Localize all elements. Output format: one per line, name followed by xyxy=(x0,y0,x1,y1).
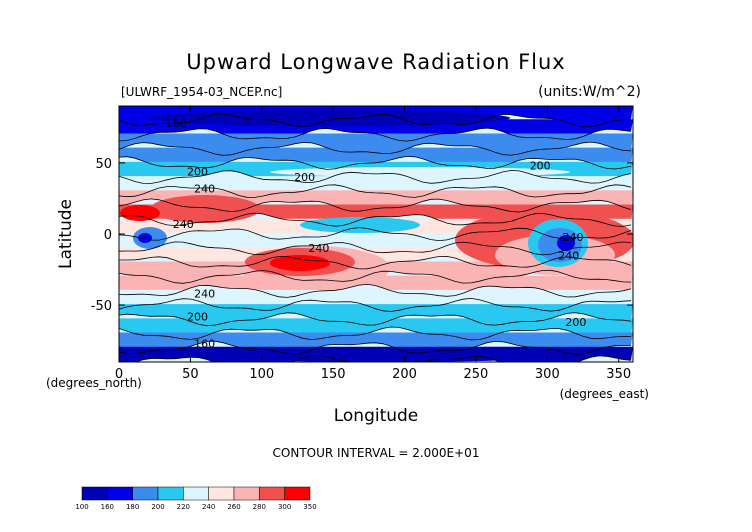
units-subtitle: (units:W/m^2) xyxy=(538,84,641,100)
contour-lines xyxy=(119,113,632,362)
colorbar-swatch xyxy=(284,486,311,501)
contour-line xyxy=(119,340,632,355)
contour-line xyxy=(119,155,632,170)
contour-labels: 160 200 240 240 200 240 240 200 160 200 240 240 200 xyxy=(166,117,587,350)
colorbar: 100 160 180 200 220 240 260 280 300 350 xyxy=(75,486,317,511)
contour-label: 200 xyxy=(565,316,586,329)
contour-label: 200 xyxy=(187,310,208,323)
x-axis-label: Longitude xyxy=(334,406,419,426)
x-axis-ticks: 0 50 100 150 200 250 300 350 xyxy=(115,106,631,382)
x-tick-label: 250 xyxy=(464,367,489,382)
y-tick-label: -50 xyxy=(91,299,112,314)
contour-label: 160 xyxy=(166,117,187,130)
contour-line xyxy=(119,184,632,198)
y-tick-label: 50 xyxy=(95,157,112,172)
blob-west-core xyxy=(138,233,152,243)
blob-pacific-cool xyxy=(300,217,420,233)
colorbar-swatch xyxy=(259,486,285,501)
colorbar-label: 240 xyxy=(202,503,215,511)
contour-line xyxy=(119,141,632,156)
blob-arctic-dark xyxy=(150,110,510,126)
contour-label: 240 xyxy=(558,249,579,262)
x-tick-label: 350 xyxy=(606,367,631,382)
contour-line xyxy=(119,297,632,312)
colorbar-label: 350 xyxy=(303,503,316,511)
contour-line xyxy=(119,113,632,128)
x-tick-label: 200 xyxy=(392,367,417,382)
contour-line xyxy=(119,269,632,284)
y-axis-ticks: -50 0 50 xyxy=(91,157,633,314)
lat-band xyxy=(119,275,633,298)
blob-layer xyxy=(120,110,633,362)
contour-label: 240 xyxy=(194,182,215,195)
blob-warmpool-hot xyxy=(270,255,330,271)
contour-label: 240 xyxy=(563,231,584,244)
contour-line xyxy=(119,212,632,227)
contour-line xyxy=(119,227,632,242)
contour-label: 200 xyxy=(294,171,315,184)
contour-line xyxy=(119,255,632,270)
file-subtitle: [ULWRF_1954-03_NCEP.nc] xyxy=(121,85,282,99)
contour-line xyxy=(119,283,632,298)
contour-line xyxy=(119,241,632,256)
contour-line xyxy=(119,312,632,327)
colorbar-label: 100 xyxy=(75,503,88,511)
y-unit-label: (degrees_north) xyxy=(46,376,142,390)
contour-label: 240 xyxy=(173,218,194,231)
contour-label: 240 xyxy=(308,242,329,255)
plot-area: 160 200 240 240 200 240 240 200 160 200 240 240 200 xyxy=(119,106,633,362)
lat-band xyxy=(119,332,633,355)
colorbar-label: 260 xyxy=(227,503,240,511)
colorbar-label: 300 xyxy=(278,503,291,511)
colorbar-swatch xyxy=(233,486,260,501)
colorbar-label: 220 xyxy=(177,503,190,511)
contour-line xyxy=(119,198,632,213)
contour-interval-note: CONTOUR INTERVAL = 2.000E+01 xyxy=(273,446,480,460)
contour-label: 200 xyxy=(530,160,551,173)
x-tick-label: 100 xyxy=(249,367,274,382)
colorbar-label: 200 xyxy=(151,503,164,511)
colorbar-swatch xyxy=(183,486,209,501)
chart-title: Upward Longwave Radiation Flux xyxy=(186,50,565,74)
contour-line xyxy=(134,355,632,362)
x-unit-label: (degrees_east) xyxy=(560,387,649,401)
contour-label: 160 xyxy=(194,338,215,351)
colorbar-swatch xyxy=(107,486,133,501)
x-tick-label: 300 xyxy=(535,367,560,382)
x-tick-label: 150 xyxy=(321,367,346,382)
x-tick-label: 50 xyxy=(182,367,199,382)
colorbar-swatch xyxy=(208,486,235,501)
contour-line xyxy=(119,170,632,184)
colorbar-label: 160 xyxy=(101,503,114,511)
y-axis-label: Latitude xyxy=(56,199,76,269)
blob-amazon-core xyxy=(557,235,575,251)
blob-africa-warm xyxy=(150,195,260,223)
colorbar-swatch xyxy=(81,486,108,501)
colorbar-swatch xyxy=(157,486,184,501)
colorbar-label: 180 xyxy=(126,503,139,511)
blob-africa-hot xyxy=(120,205,160,221)
contour-label: 200 xyxy=(187,165,208,178)
colorbar-swatch xyxy=(132,486,159,501)
contour-line xyxy=(119,127,632,142)
x-tick-label: 0 xyxy=(115,367,123,382)
contour-label: 240 xyxy=(194,288,215,301)
colorbar-label: 280 xyxy=(253,503,266,511)
contour-line xyxy=(119,326,632,341)
y-tick-label: 0 xyxy=(104,228,112,243)
blob-antarctic-dark xyxy=(200,350,560,362)
